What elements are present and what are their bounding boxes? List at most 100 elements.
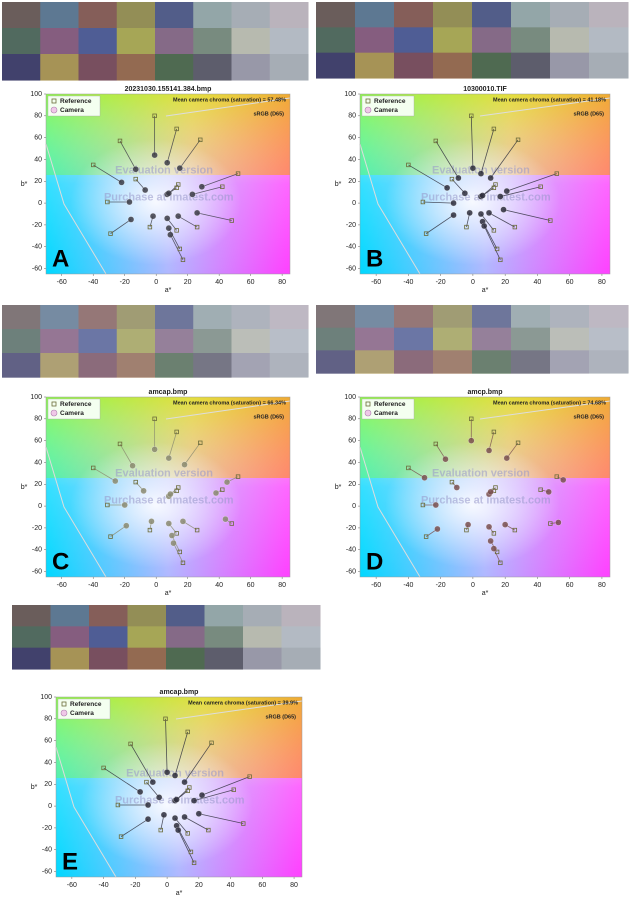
camera-point xyxy=(488,538,494,544)
y-axis-label: b* xyxy=(31,784,38,791)
camera-point xyxy=(164,769,170,775)
camera-point xyxy=(172,815,178,821)
x-tick-label: 60 xyxy=(247,279,255,286)
x-axis-label: a* xyxy=(165,287,172,294)
plot-overlay xyxy=(56,697,302,877)
x-tick-label: 20 xyxy=(184,279,192,286)
legend-camera-marker xyxy=(51,410,57,416)
x-tick-label: 80 xyxy=(598,279,606,286)
y-tick-label: 20 xyxy=(44,781,52,788)
camera-point xyxy=(504,188,510,194)
camera-point xyxy=(156,794,162,800)
camera-point xyxy=(171,540,177,546)
y-tick-label: 0 xyxy=(352,200,356,207)
gamut-note: sRGB (D65) xyxy=(573,414,604,420)
plot-overlay xyxy=(46,397,290,577)
x-tick-label: -60 xyxy=(57,582,67,589)
watermark: Purchase at imatest.com xyxy=(421,495,551,507)
camera-point xyxy=(488,489,494,495)
patch-shade xyxy=(12,605,320,669)
gamut-note: sRGB (D65) xyxy=(573,111,604,117)
y-tick-label: 100 xyxy=(344,394,356,401)
camera-point xyxy=(470,165,476,171)
camera-point xyxy=(191,798,197,804)
camera-point xyxy=(546,489,552,495)
y-tick-label: 100 xyxy=(30,91,42,98)
camera-point xyxy=(213,490,219,496)
x-axis-label: a* xyxy=(165,590,172,597)
camera-point xyxy=(169,533,175,539)
camera-point xyxy=(224,479,230,485)
x-tick-label: 20 xyxy=(501,582,509,589)
x-axis-label: a* xyxy=(482,590,489,597)
gamut-note: sRGB (D65) xyxy=(253,111,284,117)
camera-point xyxy=(128,216,134,222)
y-tick-label: -40 xyxy=(346,547,356,554)
x-tick-label: -40 xyxy=(99,882,109,889)
camera-point xyxy=(488,175,494,181)
panel-letter: E xyxy=(62,848,78,875)
y-tick-label: 40 xyxy=(348,156,356,163)
y-tick-label: 100 xyxy=(40,694,52,701)
camera-point xyxy=(480,192,486,198)
camera-point xyxy=(152,446,158,452)
x-tick-label: -20 xyxy=(436,582,446,589)
y-axis-label: b* xyxy=(21,484,28,491)
camera-point xyxy=(112,478,118,484)
camera-point xyxy=(180,518,186,524)
camera-point xyxy=(174,797,180,803)
watermark: Evaluation version xyxy=(432,467,530,479)
y-tick-label: 0 xyxy=(48,803,52,810)
camera-point xyxy=(486,210,492,216)
x-tick-label: 0 xyxy=(471,582,475,589)
y-tick-label: 60 xyxy=(44,737,52,744)
camera-point xyxy=(122,502,128,508)
y-tick-label: 20 xyxy=(348,481,356,488)
patch-shade xyxy=(316,2,628,78)
camera-point xyxy=(126,199,132,205)
camera-point xyxy=(172,773,178,779)
x-tick-label: 20 xyxy=(184,582,192,589)
y-tick-label: 60 xyxy=(34,437,42,444)
y-tick-label: -20 xyxy=(346,525,356,532)
y-tick-label: -60 xyxy=(42,868,52,875)
camera-point xyxy=(182,814,188,820)
y-axis-label: b* xyxy=(21,181,28,188)
y-tick-label: 80 xyxy=(34,416,42,423)
gamut-note: sRGB (D65) xyxy=(253,414,284,420)
y-tick-label: -20 xyxy=(346,222,356,229)
camera-point xyxy=(501,207,507,213)
camera-point xyxy=(504,455,510,461)
camera-point xyxy=(451,212,457,218)
x-tick-label: 40 xyxy=(215,279,223,286)
camera-point xyxy=(451,200,457,206)
chart-subtitle: Mean camera chroma (saturation) = 74.68% xyxy=(493,400,606,406)
camera-point xyxy=(481,223,487,229)
legend-label: Reference xyxy=(60,98,92,105)
y-tick-label: -40 xyxy=(42,847,52,854)
camera-point xyxy=(222,516,228,522)
camera-point xyxy=(166,521,172,527)
x-tick-label: -20 xyxy=(130,882,140,889)
camera-point xyxy=(137,789,143,795)
camera-point xyxy=(145,816,151,822)
x-tick-label: 80 xyxy=(278,582,286,589)
x-tick-label: -40 xyxy=(403,582,413,589)
camera-point xyxy=(145,802,151,808)
camera-point xyxy=(502,522,508,528)
y-tick-label: -20 xyxy=(32,525,42,532)
x-tick-label: 0 xyxy=(154,582,158,589)
y-tick-label: -20 xyxy=(32,222,42,229)
legend-label: Reference xyxy=(70,701,102,708)
camera-point xyxy=(478,171,484,177)
y-tick-label: 60 xyxy=(348,437,356,444)
x-tick-label: -60 xyxy=(371,582,381,589)
x-tick-label: 60 xyxy=(258,882,266,889)
camera-point xyxy=(164,160,170,166)
camera-point xyxy=(166,455,172,461)
plot-overlay xyxy=(360,397,610,577)
y-tick-label: -60 xyxy=(346,568,356,575)
legend-camera-marker xyxy=(51,107,57,113)
legend-label: Reference xyxy=(374,98,406,105)
y-tick-label: -40 xyxy=(346,244,356,251)
